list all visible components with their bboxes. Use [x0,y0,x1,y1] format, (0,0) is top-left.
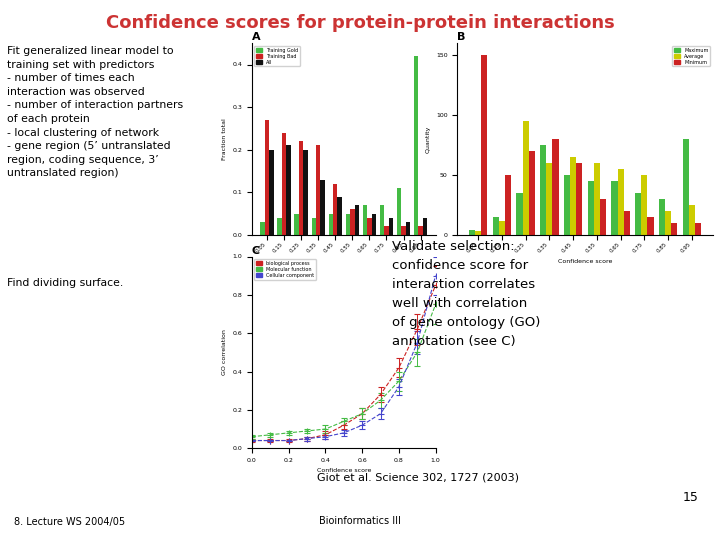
Legend: Maximum, Average, Minimum: Maximum, Average, Minimum [672,46,711,66]
Bar [647,217,654,235]
Bar [287,145,291,235]
Bar [475,231,481,235]
Text: C: C [252,246,260,256]
Bar [564,175,570,235]
X-axis label: Confidence score: Confidence score [317,259,371,264]
Bar [624,211,630,235]
Bar [671,223,678,235]
Text: A: A [252,32,261,43]
Bar [384,226,389,235]
Bar [611,181,618,235]
Bar [499,220,505,235]
Bar [312,218,316,235]
Bar [594,163,600,235]
Bar [683,139,689,235]
Text: Giot et al. Science 302, 1727 (2003): Giot et al. Science 302, 1727 (2003) [317,472,519,483]
Bar [265,120,269,235]
Bar [277,218,282,235]
Text: B: B [457,32,466,43]
Bar [406,222,410,235]
X-axis label: Confidence score: Confidence score [317,469,371,474]
Y-axis label: Fraction total: Fraction total [222,118,227,160]
Bar [546,163,552,235]
Bar [695,223,701,235]
X-axis label: Confidence score: Confidence score [558,259,612,264]
Bar [570,157,576,235]
Text: Confidence scores for protein-protein interactions: Confidence scores for protein-protein in… [106,14,614,31]
Text: 15: 15 [683,491,698,504]
Bar [328,214,333,235]
Legend: biological process, Molecular function, Cellular component: biological process, Molecular function, … [254,259,316,280]
Bar [316,145,320,235]
Bar [294,214,299,235]
Bar [367,218,372,235]
Bar [372,214,376,235]
Bar [540,145,546,235]
Bar [380,205,384,235]
Bar [299,141,303,235]
Y-axis label: Quantity: Quantity [426,125,431,153]
Bar [505,175,511,235]
Bar [469,230,475,235]
Bar [354,205,359,235]
Bar [346,214,350,235]
Bar [523,121,528,235]
Bar [588,181,594,235]
Bar [481,55,487,235]
Bar [618,169,624,235]
Bar [282,133,287,235]
Bar [659,199,665,235]
Bar [401,226,406,235]
Bar [338,197,342,235]
Bar [642,175,647,235]
Bar [418,226,423,235]
Bar [350,210,354,235]
Bar [363,205,367,235]
Y-axis label: GO correlation: GO correlation [222,329,227,375]
Bar [333,184,338,235]
Bar [492,217,499,235]
Bar [269,150,274,235]
Bar [552,139,559,235]
Bar [389,218,393,235]
Text: 8. Lecture WS 2004/05: 8. Lecture WS 2004/05 [14,516,125,526]
Bar [528,151,535,235]
Bar [665,211,671,235]
Bar [423,218,427,235]
Text: Fit generalized linear model to
training set with predictors
- number of times e: Fit generalized linear model to training… [7,46,184,178]
Text: Bioinformatics III: Bioinformatics III [319,516,401,526]
Bar [635,193,642,235]
Bar [600,199,606,235]
Legend: Training Gold, Training Bad, All: Training Gold, Training Bad, All [254,46,300,66]
Bar [261,222,265,235]
Bar [397,188,401,235]
Text: Find dividing surface.: Find dividing surface. [7,278,123,288]
Bar [689,205,695,235]
Bar [414,56,418,235]
Bar [576,163,582,235]
Bar [303,150,307,235]
Bar [516,193,523,235]
Text: Validate selection:
confidence score for
interaction correlates
well with correl: Validate selection: confidence score for… [392,240,541,348]
Bar [320,179,325,235]
